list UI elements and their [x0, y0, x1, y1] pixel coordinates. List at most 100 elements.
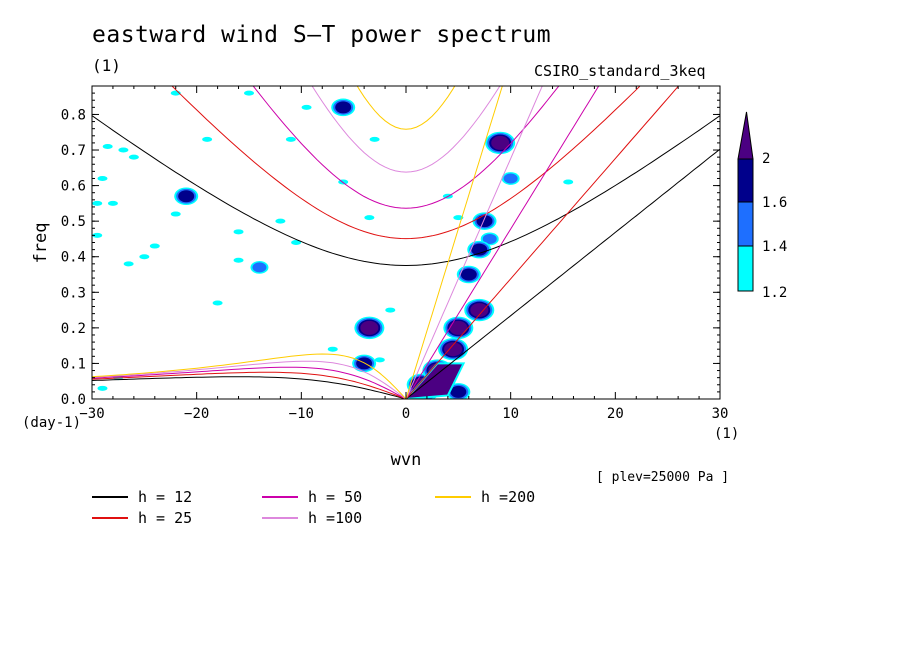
contour-blob	[444, 342, 463, 357]
contour-speckle	[233, 229, 244, 235]
contour-speckle	[364, 215, 375, 221]
contour-speckle	[233, 257, 244, 263]
contour-speckle	[291, 240, 302, 245]
rossby-wave-curve	[92, 366, 407, 399]
contour-speckle	[202, 136, 213, 142]
contour-speckle	[327, 346, 338, 352]
colorbar-box	[737, 201, 754, 247]
legend-label: h =200	[481, 488, 535, 506]
x-tick-label: −10	[289, 406, 314, 422]
contour-blob	[471, 243, 488, 256]
y-tick-label: 0.7	[61, 143, 86, 159]
model-name: CSIRO_standard_3keq	[534, 62, 706, 80]
x-tick-label: 0	[402, 406, 410, 422]
contour-blob	[470, 303, 489, 318]
y-tick-label: 0.4	[61, 250, 86, 266]
plot-frame	[91, 85, 721, 400]
contour-blob	[450, 385, 467, 398]
contour-speckle	[123, 261, 134, 267]
contour-speckle	[118, 147, 129, 153]
contour-blob	[460, 268, 477, 281]
legend-label: h =100	[308, 509, 362, 527]
contour-blob	[356, 357, 373, 370]
gravity-wave-curve	[92, 115, 720, 267]
colorbar-box	[737, 245, 754, 292]
y-tick-label: 0.8	[61, 107, 86, 123]
contour-speckle	[97, 385, 108, 391]
colorbar: 2 1.6 1.4 1.2	[737, 111, 787, 301]
x-tick-label: −30	[79, 406, 104, 422]
contour-speckle	[149, 243, 160, 249]
contour-speckle	[285, 136, 296, 142]
contour-speckle	[92, 232, 103, 238]
contour-blob	[503, 173, 518, 184]
colorbar-label: 1.6	[762, 195, 787, 211]
y-tick-label: 0.6	[61, 179, 86, 195]
contour-speckle	[301, 104, 312, 110]
legend-label: h = 50	[308, 488, 362, 506]
top-unit-label: (1)	[92, 56, 121, 75]
legend-label: h = 12	[138, 488, 192, 506]
contour-speckle	[275, 218, 286, 224]
pressure-level-label: [ plev=25000 Pa ]	[596, 470, 730, 485]
gravity-wave-curve	[252, 86, 560, 209]
contour-blobs	[92, 90, 574, 399]
contour-blob	[360, 320, 379, 335]
gravity-wave-curve	[356, 86, 456, 130]
contour-blob	[449, 320, 468, 335]
gravity-wave-curve	[311, 86, 501, 173]
contour-blob	[178, 190, 195, 203]
contour-speckle	[139, 254, 150, 260]
gravity-wave-curve	[171, 86, 641, 240]
contour-blob	[482, 233, 497, 244]
legend-label: h = 25	[138, 509, 192, 527]
kelvin-wave-curve	[405, 86, 680, 399]
colorbar-label: 1.4	[762, 239, 787, 255]
contour-blob	[252, 262, 267, 273]
contour-speckle	[212, 300, 223, 306]
x-axis-title: wvn	[391, 450, 422, 470]
y-axis-title: freq	[31, 223, 51, 264]
contour-blob	[491, 135, 510, 150]
contour-blob	[335, 101, 352, 114]
contour-speckle	[453, 215, 464, 221]
contour-speckle	[92, 200, 103, 206]
colorbar-arrow	[737, 111, 754, 160]
rossby-wave-curve	[92, 371, 407, 399]
kelvin-wave-curve	[405, 148, 720, 399]
x-tick-label: 30	[712, 406, 729, 422]
x-tick-label: 20	[607, 406, 624, 422]
contour-speckle	[369, 136, 380, 142]
kelvin-wave-curve	[405, 86, 503, 399]
colorbar-box	[737, 158, 754, 203]
rossby-wave-curve	[92, 360, 407, 399]
y-tick-label: 0.3	[61, 285, 86, 301]
legend: h = 12 h = 25 h = 50 h =100 h =200	[92, 488, 535, 527]
x-axis-unit: (1)	[714, 426, 740, 442]
contour-speckle	[563, 179, 574, 185]
dispersion-curves	[92, 86, 720, 399]
axis-ticks: −30 −20 −10 0 10 20 30 0.0 0.1 0.2 0.3 0.4 0.5 0.6 0.7…	[61, 86, 729, 422]
kelvin-wave-curve	[405, 86, 600, 399]
contour-speckle	[170, 211, 181, 217]
y-axis-unit: (day-1)	[22, 415, 82, 431]
contour-speckle	[374, 357, 385, 363]
contour-blob	[476, 215, 493, 228]
contour-speckle	[385, 307, 396, 313]
contour-speckle	[107, 200, 118, 206]
y-tick-label: 0.5	[61, 214, 86, 230]
chart-title: eastward wind S–T power spectrum	[92, 22, 552, 48]
y-tick-label: 0.1	[61, 356, 86, 372]
rossby-wave-curve	[92, 376, 407, 399]
contour-speckle	[102, 143, 113, 149]
colorbar-label: 1.2	[762, 285, 787, 301]
kelvin-wave-curve	[405, 86, 543, 399]
rossby-wave-curve	[92, 353, 407, 399]
contour-speckle	[244, 90, 254, 96]
y-tick-label: 0.0	[61, 392, 86, 408]
contour-speckle	[97, 175, 108, 181]
x-tick-label: −20	[184, 406, 209, 422]
y-tick-label: 0.2	[61, 321, 86, 337]
